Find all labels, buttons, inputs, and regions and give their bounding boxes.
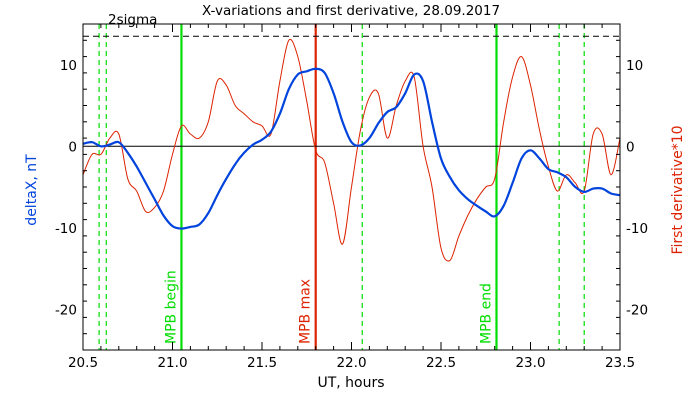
tick-layer: 20.5 21.0 21.5 22.0 22.5 23.0 23.5 -20 -20 -10 -10… — [55, 23, 648, 371]
x-tick-label: 21.5 — [247, 355, 277, 371]
x-axis-label: UT, hours — [317, 375, 384, 391]
y-tick-label-left: 0 — [68, 139, 77, 155]
x-tick-label: 22.0 — [336, 355, 366, 371]
x-tick-label: 22.5 — [426, 355, 456, 371]
deltax-series-line — [82, 67, 621, 230]
x-tick-label: 23.5 — [605, 355, 635, 371]
threshold-layer — [83, 35, 620, 147]
derivative-series-line — [82, 38, 621, 262]
chart-title: X-variations and first derivative, 28.09… — [202, 3, 500, 19]
vertical-marker-layer: MPB begin MPB max MPB end — [98, 24, 585, 350]
y-tick-label-right: -10 — [626, 221, 648, 237]
y-tick-label-left: 10 — [60, 58, 77, 74]
marker-label: MPB max — [298, 279, 314, 344]
y-tick-label-right: 0 — [626, 139, 635, 155]
y-axis-label-right: First derivative*10 — [670, 125, 686, 254]
y-tick-label-left: -10 — [55, 221, 77, 237]
series-layer — [82, 38, 621, 262]
y-axis-label-left: deltaX, nT — [24, 154, 40, 226]
y-tick-label-left: -20 — [55, 302, 77, 318]
marker-label: MPB end — [478, 283, 494, 344]
text-layer: X-variations and first derivative, 28.09… — [24, 3, 686, 391]
x-tick-label: 20.5 — [68, 355, 98, 371]
y-tick-label-right: -20 — [626, 302, 648, 318]
threshold-label: 2sigma — [108, 12, 157, 28]
marker-label: MPB begin — [163, 270, 179, 344]
x-tick-label: 23.0 — [515, 355, 545, 371]
x-tick-label: 21.0 — [157, 355, 187, 371]
y-tick-label-right: 10 — [626, 58, 643, 74]
